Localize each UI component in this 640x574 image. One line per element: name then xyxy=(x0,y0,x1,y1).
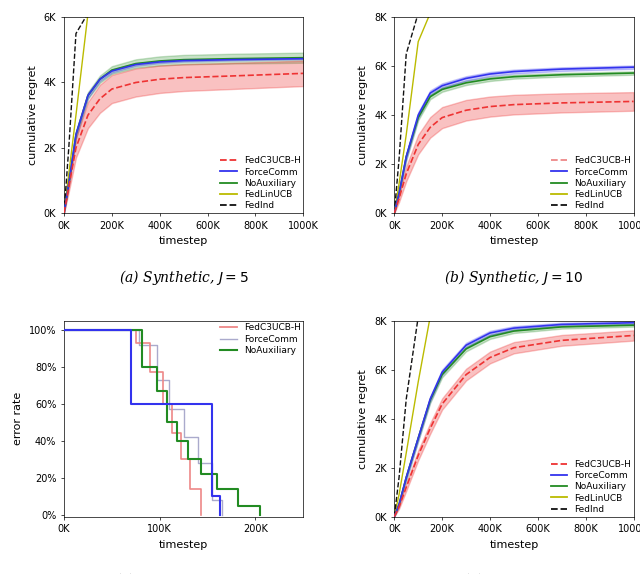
Text: (a) Synthetic, $J = 5$: (a) Synthetic, $J = 5$ xyxy=(119,268,248,287)
Text: (c) Synthetic, $J = 10$: (c) Synthetic, $J = 10$ xyxy=(115,572,253,574)
Y-axis label: cumulative regret: cumulative regret xyxy=(28,65,38,165)
X-axis label: timestep: timestep xyxy=(159,540,208,550)
Y-axis label: error rate: error rate xyxy=(13,392,23,445)
X-axis label: timestep: timestep xyxy=(159,236,208,246)
Legend: FedC3UCB-H, ForceComm, NoAuxiliary, FedLinUCB, FedInd: FedC3UCB-H, ForceComm, NoAuxiliary, FedL… xyxy=(220,156,301,210)
Text: (d) Yelp, $J = 10$: (d) Yelp, $J = 10$ xyxy=(462,572,566,574)
Y-axis label: cumulative regret: cumulative regret xyxy=(358,369,369,468)
Y-axis label: cumulative regret: cumulative regret xyxy=(358,65,369,165)
Legend: FedC3UCB-H, ForceComm, NoAuxiliary: FedC3UCB-H, ForceComm, NoAuxiliary xyxy=(220,324,301,355)
Legend: FedC3UCB-H, ForceComm, NoAuxiliary, FedLinUCB, FedInd: FedC3UCB-H, ForceComm, NoAuxiliary, FedL… xyxy=(550,460,631,514)
Legend: FedC3UCB-H, ForceComm, NoAuxiliary, FedLinUCB, FedInd: FedC3UCB-H, ForceComm, NoAuxiliary, FedL… xyxy=(550,156,631,210)
Text: (b) Synthetic, $J = 10$: (b) Synthetic, $J = 10$ xyxy=(444,268,584,287)
X-axis label: timestep: timestep xyxy=(490,540,539,550)
X-axis label: timestep: timestep xyxy=(490,236,539,246)
